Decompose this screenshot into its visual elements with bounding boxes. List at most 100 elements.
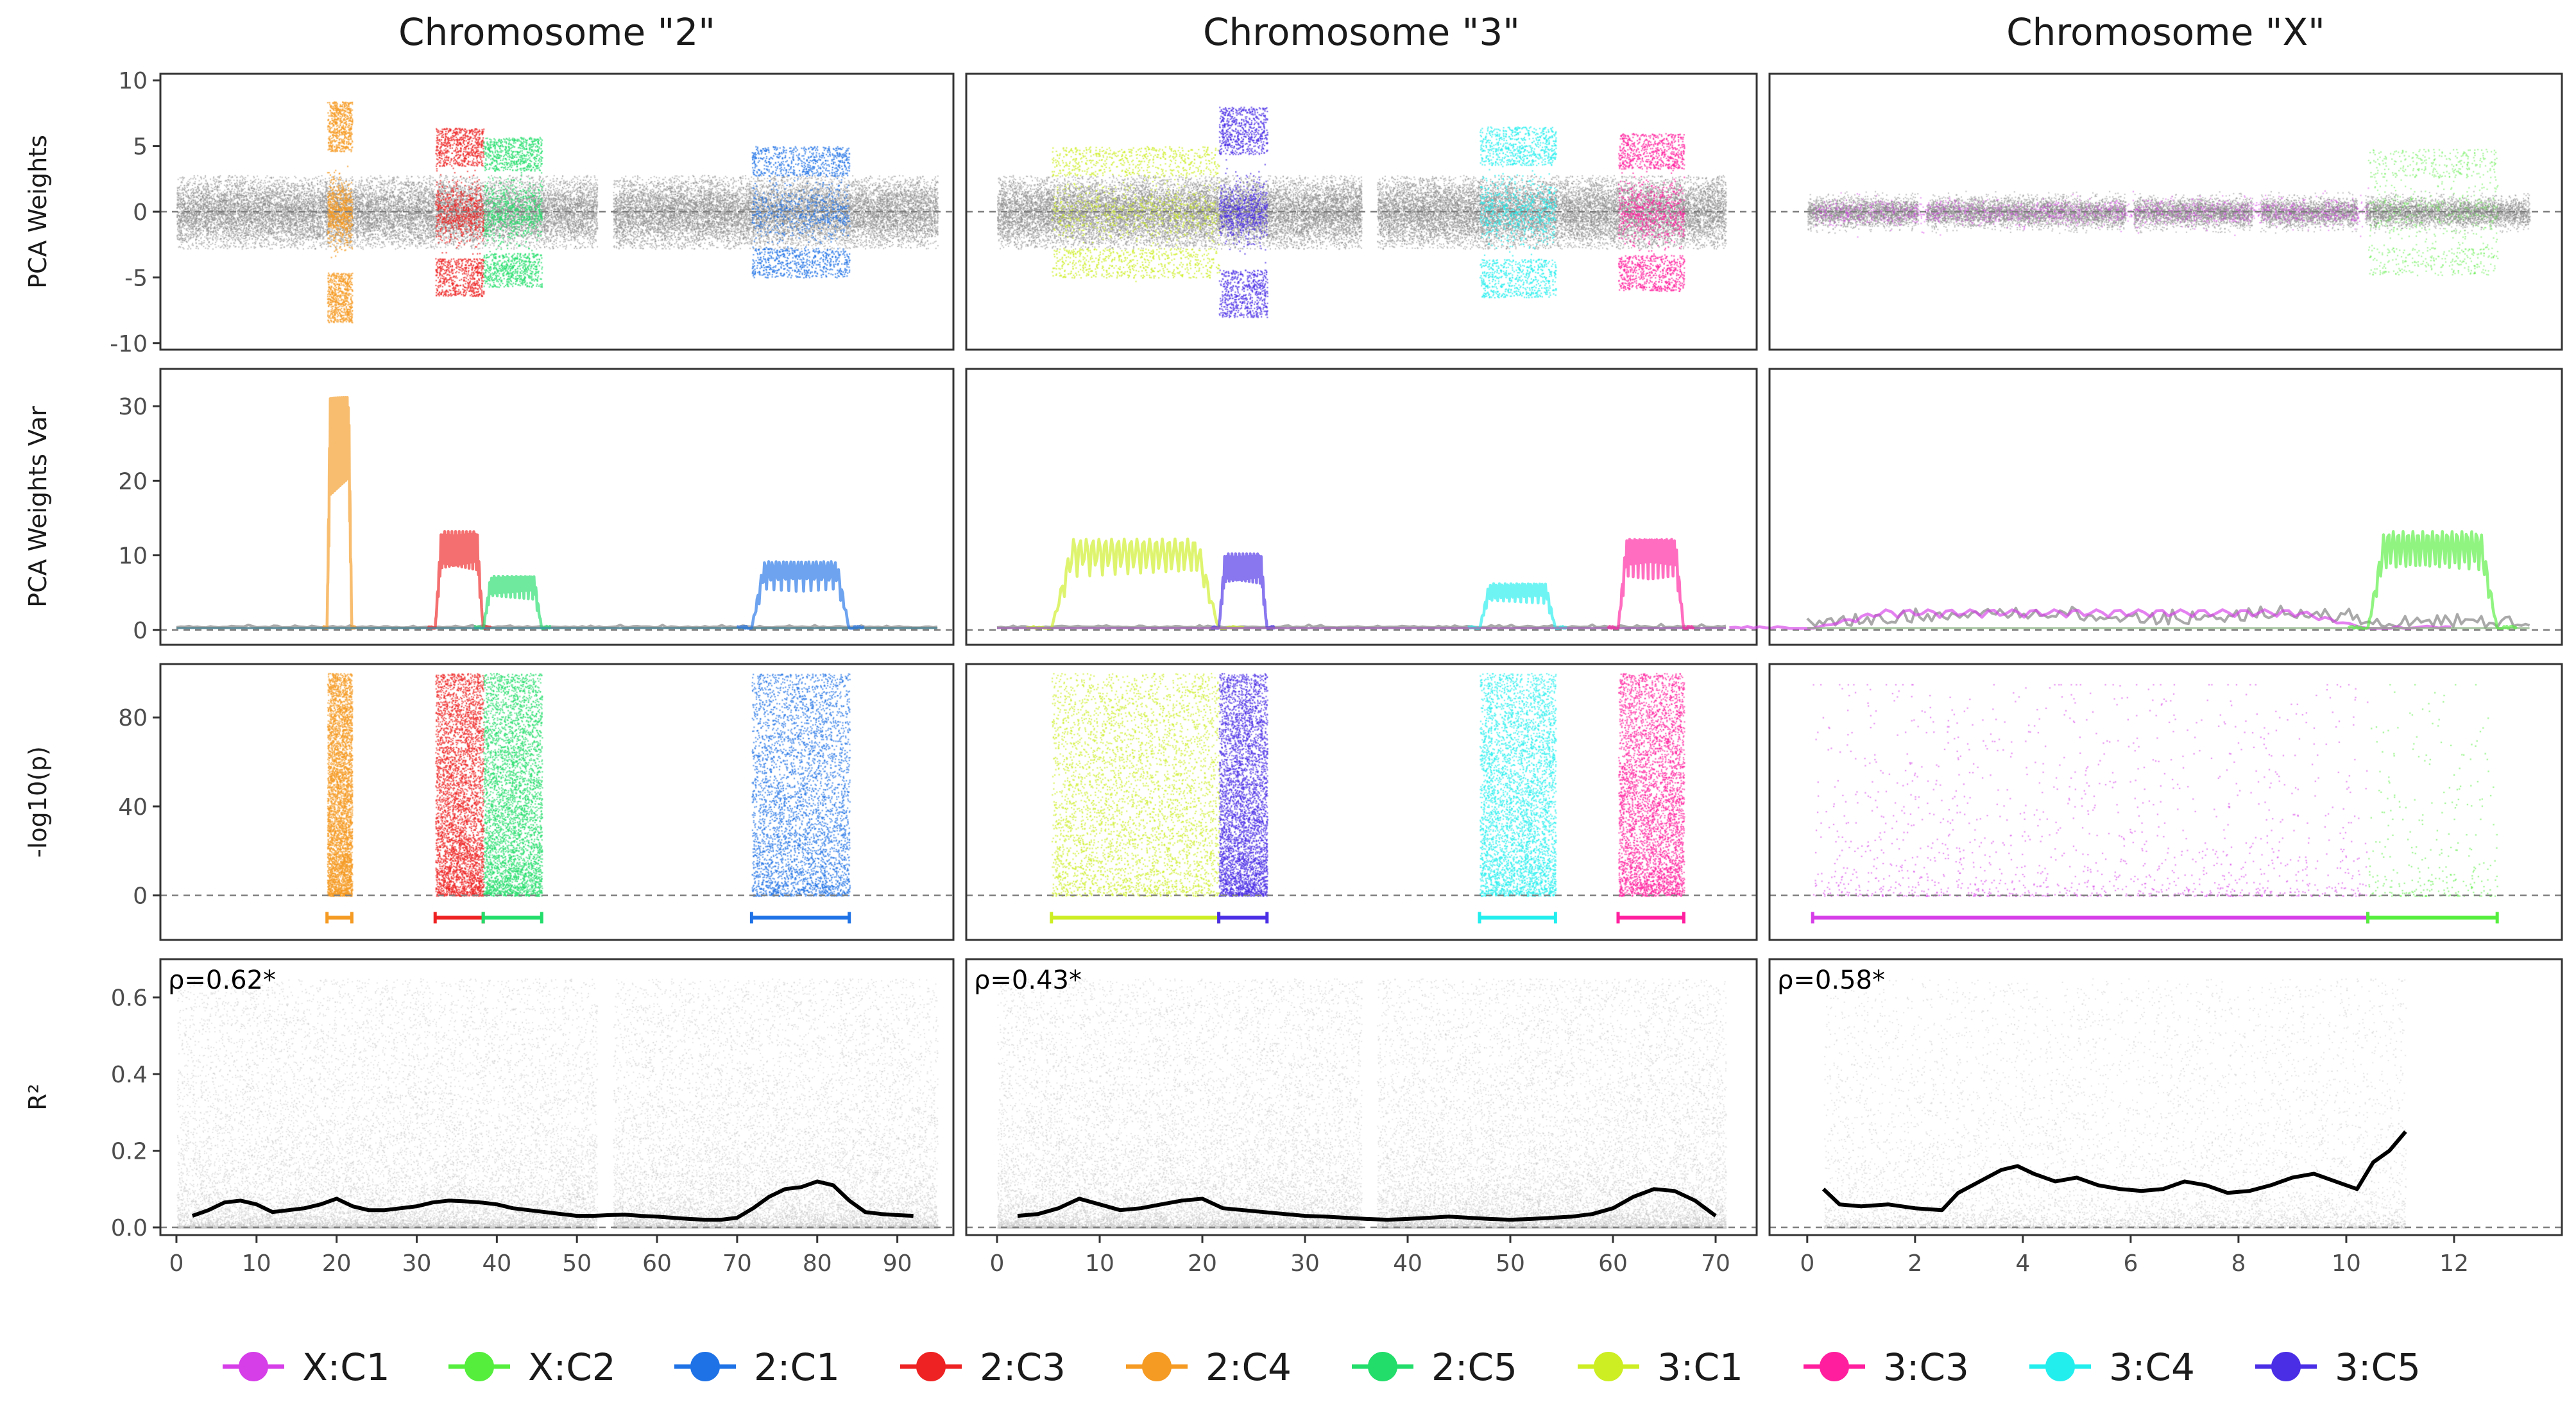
legend-item-2-C5: 2:C5 <box>1352 1345 1517 1389</box>
x-tick-label: 90 <box>883 1250 912 1277</box>
r2-trend-line <box>191 1179 914 1222</box>
interval-bar-3-C5 <box>1217 912 1269 924</box>
x-tick-label: 60 <box>642 1250 672 1277</box>
panel-frame <box>159 663 955 941</box>
x-tick-label: 0 <box>990 1250 1005 1277</box>
y-tick-label: 0.2 <box>111 1139 148 1165</box>
x-tick-label: 60 <box>1598 1250 1628 1277</box>
x-tick-label: 10 <box>1085 1250 1114 1277</box>
interval-bar-3-C4 <box>1478 912 1557 924</box>
variance-line-3-C1 <box>1025 537 1245 630</box>
x-tick-label: 30 <box>1290 1250 1320 1277</box>
y-tick-label: 0.0 <box>111 1215 148 1241</box>
panel-logp-X <box>1768 663 2563 941</box>
variance-line-2-C5 <box>473 574 552 630</box>
x-tick-label: 40 <box>1393 1250 1422 1277</box>
legend-item-X-C2: X:C2 <box>448 1345 616 1389</box>
legend-item-2-C3: 2:C3 <box>900 1345 1066 1389</box>
legend-item-3-C5: 3:C5 <box>2255 1345 2421 1389</box>
panel-frame <box>1768 663 2563 941</box>
panel-frame <box>1768 72 2563 351</box>
legend-item-2-C1: 2:C1 <box>674 1345 840 1389</box>
y-tick-label: 30 <box>118 394 148 420</box>
variance-line-X-C2 <box>2347 530 2518 630</box>
x-tick-label: 30 <box>402 1250 432 1277</box>
legend-marker <box>2045 1352 2075 1381</box>
rho-label: ρ=0.62* <box>168 966 276 995</box>
variance-line-background <box>1806 604 2530 629</box>
legend-marker <box>690 1352 720 1381</box>
x-tick-label: 50 <box>562 1250 592 1277</box>
legend-item-3-C1: 3:C1 <box>1578 1345 1743 1389</box>
y-tick-label: 0.4 <box>111 1062 148 1088</box>
y-tick-label: -10 <box>110 331 148 357</box>
variance-line-3-C4 <box>1467 582 1568 630</box>
y-tick-label: 80 <box>118 705 148 731</box>
x-tick-label: 70 <box>1701 1250 1730 1277</box>
y-axis-label-logp: -log10(p) <box>24 746 52 858</box>
panel-frame <box>1768 368 2563 646</box>
panel-weights-X <box>1768 72 2563 351</box>
r2-trend-line <box>1821 1130 2407 1213</box>
legend: X:C1 X:C2 2:C1 2:C3 2:C4 2:C5 3:C1 3:C3 3:C4 3:C5 <box>223 1345 2421 1389</box>
legend-label: 3:C5 <box>2335 1345 2421 1389</box>
y-tick-label: -5 <box>124 265 148 291</box>
panel-r2-2: ρ=0.62* 0.0 0.2 0.4 0.6 R² 0 10 20 30 40 50 60 70 80 90 <box>24 958 955 1277</box>
x-tick-label: 12 <box>2439 1250 2469 1277</box>
y-tick-label: 20 <box>118 468 148 495</box>
legend-marker <box>239 1352 268 1381</box>
interval-bar-2-C1 <box>749 912 851 924</box>
panel-frame <box>1768 958 2563 1236</box>
panel-frame <box>159 368 955 646</box>
interval-bar-X-C2 <box>2366 912 2499 924</box>
panel-logp-3 <box>965 663 1758 941</box>
y-tick-label: 10 <box>118 543 148 570</box>
panel-frame <box>965 72 1758 351</box>
panel-frame <box>965 663 1758 941</box>
column-title-X: Chromosome "X" <box>2006 10 2325 54</box>
variance-line-3-C5 <box>1210 552 1276 630</box>
legend-item-2-C4: 2:C4 <box>1126 1345 1292 1389</box>
column-title-3: Chromosome "3" <box>1203 10 1520 54</box>
x-tick-label: 50 <box>1496 1250 1525 1277</box>
legend-marker <box>1142 1352 1172 1381</box>
y-axis-label-r2: R² <box>24 1084 52 1111</box>
x-tick-label: 4 <box>2015 1250 2030 1277</box>
r2-trend-line <box>1017 1187 1717 1222</box>
variance-line-3-C3 <box>1607 538 1695 630</box>
legend-label: 2:C3 <box>980 1345 1066 1389</box>
y-tick-label: 0.6 <box>111 985 148 1012</box>
x-tick-label: 10 <box>2332 1250 2361 1277</box>
x-tick-label: 70 <box>722 1250 752 1277</box>
panel-weights-3 <box>965 72 1758 351</box>
y-tick-label: 5 <box>133 134 148 160</box>
x-tick-label: 6 <box>2123 1250 2138 1277</box>
column-title-2: Chromosome "2" <box>398 10 715 54</box>
x-tick-label: 80 <box>803 1250 832 1277</box>
legend-marker <box>1594 1352 1623 1381</box>
variance-line-background <box>996 622 1727 629</box>
legend-label: 2:C1 <box>754 1345 840 1389</box>
y-tick-label: 0 <box>133 883 148 910</box>
legend-marker <box>1820 1352 1849 1381</box>
x-tick-label: 20 <box>322 1250 352 1277</box>
legend-marker <box>465 1352 494 1381</box>
panel-weights-2: -10 -5 0 5 10 PCA Weights <box>24 68 955 357</box>
y-tick-label: 40 <box>118 794 148 821</box>
interval-bar-2-C4 <box>325 912 354 924</box>
rho-label: ρ=0.58* <box>1777 966 1885 995</box>
x-tick-label: 20 <box>1188 1250 1217 1277</box>
legend-item-X-C1: X:C1 <box>223 1345 390 1389</box>
panel-frame <box>965 368 1758 646</box>
y-tick-label: 0 <box>133 200 148 226</box>
legend-label: 3:C3 <box>1883 1345 1969 1389</box>
rho-label: ρ=0.43* <box>974 966 1082 995</box>
panel-frame <box>159 958 955 1236</box>
interval-bar-2-C5 <box>481 912 543 924</box>
legend-label: 2:C5 <box>1431 1345 1517 1389</box>
legend-label: X:C1 <box>302 1345 390 1389</box>
panel-r2-3: ρ=0.43* 0 10 20 30 40 50 60 70 <box>965 958 1758 1277</box>
